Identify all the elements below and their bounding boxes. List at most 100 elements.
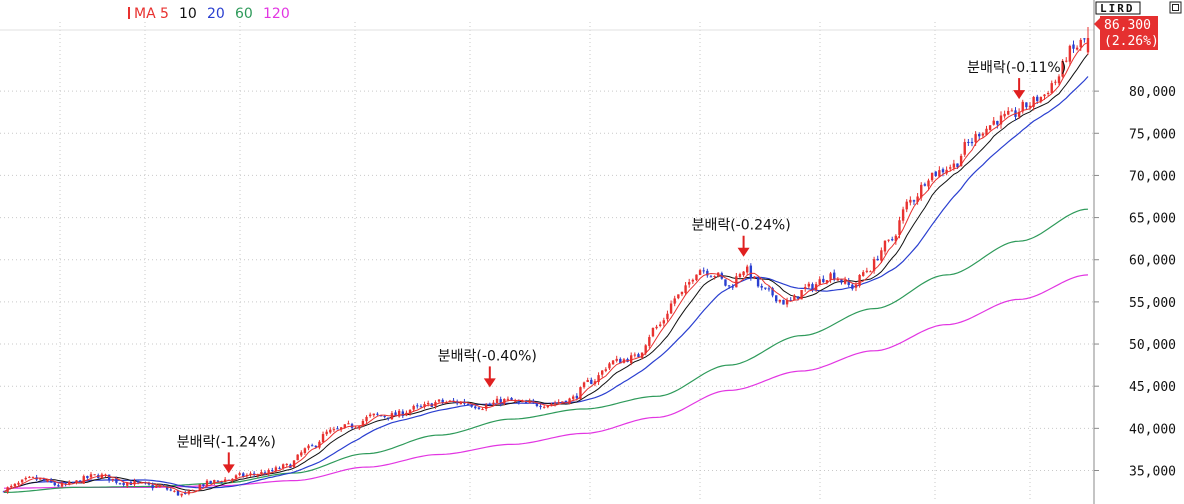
- candle-body: [673, 298, 676, 304]
- candle-body: [662, 320, 666, 324]
- maximize-icon-inner: [1172, 4, 1179, 11]
- candle-body: [923, 184, 927, 186]
- candle-body: [756, 277, 760, 287]
- candle-body: [477, 407, 481, 409]
- candle-body: [669, 303, 673, 314]
- candle-body: [387, 417, 390, 419]
- candle-body: [474, 406, 477, 409]
- candle-body: [107, 474, 111, 481]
- candle-body: [267, 469, 270, 475]
- candle-body: [1075, 47, 1079, 50]
- candle-body: [1046, 92, 1050, 94]
- candle-body: [1007, 110, 1010, 115]
- candle-body: [412, 405, 415, 410]
- candle-body: [209, 480, 212, 484]
- candle-body: [394, 412, 397, 416]
- candle-body: [198, 484, 201, 490]
- candle-body: [927, 180, 930, 187]
- legend-prefix: MA: [134, 6, 156, 22]
- down-arrow-icon: [1013, 90, 1026, 100]
- price-box-bg: [1100, 16, 1158, 50]
- candle-body: [789, 299, 792, 301]
- candle-body: [10, 485, 13, 488]
- ma5-path: [3, 42, 1089, 494]
- candle-body: [546, 405, 550, 408]
- candle-body: [753, 276, 756, 278]
- candle-body: [136, 481, 140, 483]
- candle-body: [945, 169, 948, 174]
- legend-item: 60: [235, 6, 253, 22]
- maximize-icon[interactable]: [1169, 1, 1182, 14]
- candle-body: [619, 358, 622, 364]
- candle-body: [310, 445, 314, 447]
- candle-body: [825, 280, 829, 283]
- candle-body: [60, 483, 64, 487]
- candle-body: [459, 401, 463, 405]
- candle-body: [158, 486, 162, 488]
- candle-body: [194, 490, 198, 492]
- candle-body: [274, 467, 278, 472]
- candle-body: [368, 414, 372, 417]
- candle-body: [775, 295, 778, 302]
- current-price: 86,300: [1104, 18, 1151, 33]
- candle-body: [637, 354, 640, 357]
- candle-body: [1086, 38, 1090, 53]
- candle-body: [126, 482, 129, 486]
- candle-body: [898, 220, 901, 235]
- candle-body: [785, 300, 789, 305]
- candle-body: [419, 406, 423, 408]
- candle-body: [89, 474, 93, 478]
- candle-body: [184, 492, 187, 494]
- candle-body: [441, 399, 444, 403]
- down-arrow-icon: [483, 378, 496, 388]
- down-arrow-icon: [737, 247, 750, 257]
- candle-body: [571, 396, 575, 399]
- candle-body: [383, 416, 386, 418]
- candle-body: [57, 485, 60, 487]
- gridlines: [0, 22, 1094, 500]
- candle-body: [706, 270, 709, 276]
- candle-body: [292, 460, 296, 468]
- candle-body: [796, 296, 800, 299]
- price-axis: 80,000 75,000 70,000 65,000 60,000 55,000 50,0…: [1093, 0, 1176, 504]
- legend-item: 10: [179, 6, 197, 22]
- candle-body: [974, 134, 977, 143]
- badge-label: LIRD: [1100, 2, 1135, 15]
- candle-body: [597, 375, 600, 382]
- candle-body: [506, 398, 510, 400]
- candle-body: [524, 401, 528, 403]
- candle-body: [173, 490, 176, 492]
- candle-body: [956, 163, 959, 167]
- candle-body: [727, 285, 731, 287]
- candle-body: [169, 489, 172, 491]
- candle-body: [1079, 39, 1082, 48]
- candle-body: [379, 415, 383, 417]
- candle-body: [539, 405, 542, 408]
- candle-body: [492, 402, 495, 405]
- candle-body: [191, 489, 194, 491]
- candle-body: [564, 400, 568, 404]
- chart-badge[interactable]: LIRD: [1095, 1, 1182, 15]
- legend-marker-icon: [128, 7, 130, 19]
- y-tick-label: 60,000: [1129, 254, 1176, 269]
- ma60-line: [4, 208, 1089, 493]
- candle-body: [1032, 96, 1035, 107]
- candle-body: [93, 474, 96, 476]
- candle-body: [426, 402, 430, 405]
- candle-body: [1017, 111, 1021, 117]
- candle-body: [118, 483, 122, 485]
- candle-body: [28, 476, 31, 478]
- candle-body: [811, 284, 814, 291]
- candle-body: [872, 259, 876, 271]
- candle-body: [401, 411, 404, 416]
- candle-body: [695, 274, 698, 281]
- candle-body: [553, 403, 557, 405]
- candle-body: [1054, 81, 1057, 83]
- y-tick-label: 70,000: [1129, 169, 1176, 184]
- candle-body: [876, 258, 879, 261]
- candle-body: [358, 426, 361, 429]
- badge-box: [1095, 1, 1141, 15]
- candle-body: [738, 274, 742, 278]
- candle-body: [985, 128, 988, 135]
- candle-body: [600, 370, 604, 375]
